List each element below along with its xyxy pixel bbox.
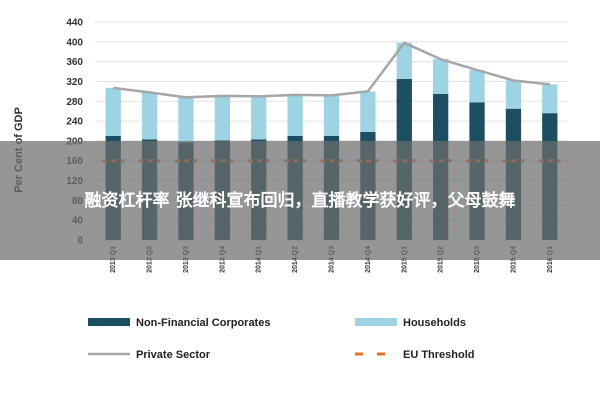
y-tick-label: 320	[66, 77, 83, 88]
y-tick-label: 240	[66, 117, 83, 128]
headline-banner: 融资杠杆率 张继科宣布回归，直播教学获好评，父母鼓舞	[0, 141, 600, 260]
legend-label: Households	[403, 317, 466, 329]
bar-households	[505, 80, 522, 109]
legend-swatch	[355, 318, 397, 326]
line-private-sector	[113, 41, 550, 99]
bar-households	[141, 92, 158, 140]
bar-households	[542, 84, 558, 114]
bar-households	[360, 91, 376, 132]
legend: Non-Financial Corporates Households Privat…	[88, 317, 475, 361]
legend-label: Private Sector	[136, 349, 211, 361]
bar-households	[178, 97, 194, 143]
bar-households	[214, 95, 230, 141]
bar-households	[396, 42, 412, 79]
bar-households	[433, 59, 449, 94]
y-tick-label: 440	[66, 18, 83, 29]
legend-label: EU Threshold	[403, 349, 475, 361]
legend-swatch	[88, 318, 130, 326]
y-tick-label: 280	[66, 97, 83, 108]
y-tick-label: 360	[66, 57, 83, 68]
bar-households	[287, 94, 303, 136]
bar-households	[323, 95, 340, 136]
headline-text: 融资杠杆率 张继科宣布回归，直播教学获好评，父母鼓舞	[84, 190, 516, 211]
bar-households	[105, 87, 121, 136]
legend-label: Non-Financial Corporates	[136, 317, 270, 329]
bar-households	[251, 96, 267, 140]
y-tick-label: 400	[66, 37, 83, 48]
bar-households	[469, 70, 485, 103]
